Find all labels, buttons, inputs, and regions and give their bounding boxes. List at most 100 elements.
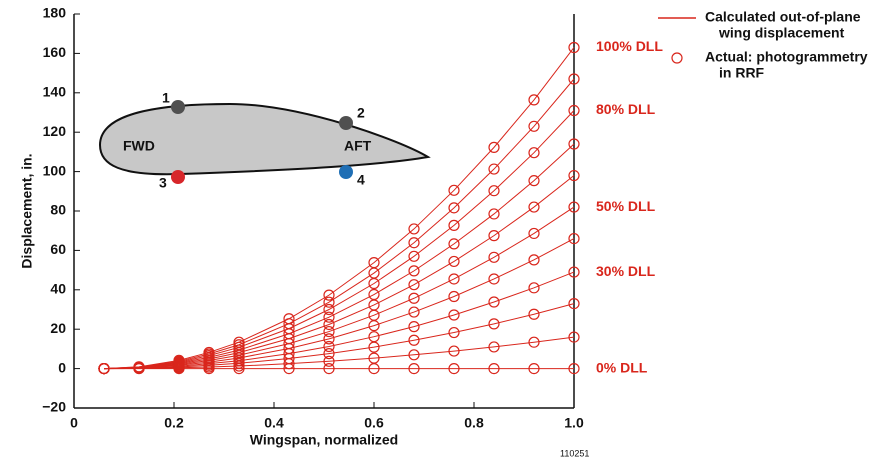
load-label: 100% DLL (596, 38, 663, 54)
footnote: 110251 (560, 448, 589, 458)
inset-label: 2 (357, 105, 365, 121)
measured-point (203, 346, 215, 359)
y-tick-label: 0 (58, 359, 66, 375)
measured-point (488, 141, 500, 153)
measured-point (408, 237, 420, 249)
measured-point (233, 339, 245, 351)
measured-point (408, 265, 420, 277)
measured-point (448, 184, 460, 196)
legend-label: wing displacement (718, 25, 845, 41)
measured-point (323, 289, 335, 301)
legend-label: Actual: photogrammetry (705, 49, 868, 65)
x-tick-label: 0.6 (364, 415, 384, 431)
x-tick-label: 0.4 (264, 415, 284, 431)
measured-point (568, 73, 580, 85)
y-tick-label: 100 (43, 162, 67, 178)
measured-point (323, 363, 335, 375)
y-tick-label: 40 (50, 281, 66, 297)
measured-point (368, 288, 380, 301)
measured-point (528, 120, 540, 132)
load-label: 50% DLL (596, 198, 656, 214)
measured-point (233, 355, 245, 367)
measured-point (488, 363, 500, 375)
inset: 1 2 3 4 FWD AFT (98, 90, 431, 191)
measured-point (233, 336, 245, 348)
measured-point (323, 296, 335, 308)
measured-point (568, 232, 580, 245)
measured-point (528, 282, 540, 294)
measured-point (448, 309, 460, 321)
x-tick-label: 0 (70, 415, 78, 431)
measured-point (528, 363, 540, 375)
inset-label: 1 (162, 90, 170, 106)
measured-point (408, 363, 420, 375)
measured-point (568, 41, 580, 54)
load-label: 0% DLL (596, 359, 648, 375)
measured-point (568, 266, 580, 278)
measured-point (568, 104, 580, 117)
measured-point (98, 363, 110, 375)
inset-label: FWD (123, 138, 155, 154)
inset-label: 4 (357, 172, 365, 188)
calculated-line (103, 143, 575, 370)
y-tick-label: 60 (50, 241, 66, 257)
measured-point (408, 306, 420, 318)
y-tick-label: 20 (50, 320, 66, 336)
inset-label: 3 (159, 175, 167, 191)
legend-label: in RRF (719, 65, 765, 81)
measured-point (448, 326, 460, 339)
measured-point (408, 349, 420, 361)
calculated-line (103, 175, 575, 370)
measured-point (528, 227, 540, 240)
measured-point (408, 292, 420, 304)
measured-point (528, 308, 540, 320)
measured-point (368, 352, 380, 364)
measured-point (323, 355, 335, 367)
point-dot (171, 100, 185, 114)
load-label: 80% DLL (596, 101, 656, 117)
measured-point (448, 202, 460, 214)
measured-point (283, 313, 295, 325)
measured-point (528, 336, 540, 348)
measured-point (488, 208, 500, 220)
calculated-line (103, 110, 575, 370)
measured-point (528, 254, 540, 266)
y-tick-label: −20 (42, 399, 66, 415)
measured-point (568, 297, 580, 310)
measured-point (568, 138, 580, 150)
y-tick-label: 120 (43, 123, 67, 139)
measured-point (408, 334, 420, 346)
measured-point (448, 345, 460, 357)
measured-point (488, 296, 500, 308)
measured-point (323, 340, 335, 353)
measured-point (173, 354, 185, 366)
measured-point (448, 255, 460, 268)
measured-point (448, 363, 460, 375)
measured-point (488, 341, 500, 353)
measured-point (408, 279, 420, 291)
measured-point (568, 363, 580, 375)
legend-label: Calculated out-of-plane (705, 9, 861, 25)
measured-point (448, 238, 460, 250)
x-axis-label: Wingspan, normalized (250, 432, 398, 448)
calculated-line (103, 206, 575, 370)
measured-point (528, 175, 540, 187)
measured-point (488, 185, 500, 197)
x-tick-label: 1.0 (564, 415, 584, 431)
calculated-line (103, 47, 575, 370)
measured-point (568, 331, 580, 343)
measured-point (368, 257, 380, 269)
measured-point (323, 333, 335, 345)
measured-point (568, 201, 580, 213)
measured-point (448, 290, 460, 303)
measured-point (488, 230, 500, 242)
point-dot (339, 116, 353, 130)
load-label: 30% DLL (596, 263, 656, 279)
measured-point (488, 163, 500, 175)
y-tick-label: 180 (43, 5, 67, 21)
measured-point (323, 325, 335, 338)
measured-point (488, 318, 500, 330)
measured-point (528, 94, 540, 106)
measured-point (323, 311, 335, 323)
measured-point (133, 361, 145, 373)
